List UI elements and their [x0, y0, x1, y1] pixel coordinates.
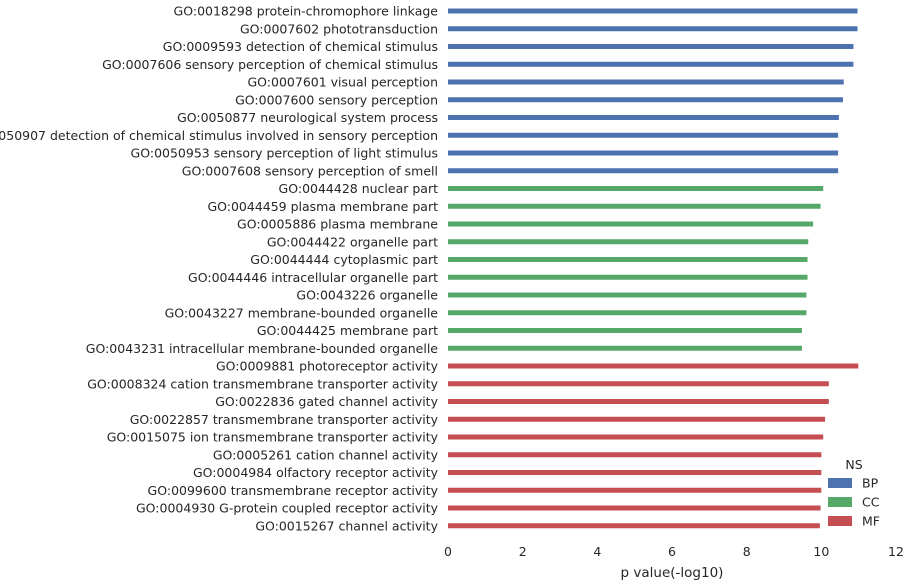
- category-label-22: GO:0008324 cation transmembrane transpor…: [87, 376, 438, 391]
- bar-9: [448, 150, 839, 156]
- bar-4: [448, 61, 854, 67]
- bar-12: [448, 203, 821, 209]
- category-label-4: GO:0007606 sensory perception of chemica…: [102, 57, 438, 72]
- bar-21: [448, 363, 859, 369]
- bar-1: [448, 8, 858, 14]
- x-tick-label-6: 6: [668, 544, 676, 559]
- bar-29: [448, 505, 821, 511]
- category-label-24: GO:0022857 transmembrane transporter act…: [130, 412, 439, 427]
- category-label-8: GO:0050907 detection of chemical stimulu…: [0, 128, 438, 143]
- category-label-3: GO:0009593 detection of chemical stimulu…: [163, 39, 438, 54]
- bar-19: [448, 328, 802, 333]
- legend-label-bp: BP: [862, 476, 879, 491]
- bar-14: [448, 239, 809, 245]
- legend-label-mf: MF: [862, 514, 880, 529]
- bar-26: [448, 452, 822, 458]
- category-label-26: GO:0005261 cation channel activity: [213, 447, 439, 462]
- legend-label-cc: CC: [862, 495, 880, 510]
- bar-13: [448, 221, 814, 227]
- bar-16: [448, 274, 808, 280]
- bar-30: [448, 523, 820, 529]
- bar-18: [448, 310, 807, 316]
- category-label-23: GO:0022836 gated channel activity: [215, 394, 438, 409]
- category-label-17: GO:0043226 organelle: [296, 288, 438, 303]
- bar-8: [448, 132, 839, 138]
- bar-28: [448, 487, 822, 493]
- category-label-6: GO:0007600 sensory perception: [235, 92, 438, 107]
- legend-swatch-cc: [828, 497, 852, 507]
- x-tick-label-4: 4: [593, 544, 601, 559]
- bar-24: [448, 416, 826, 422]
- bar-17: [448, 292, 807, 298]
- x-tick-label-2: 2: [519, 544, 527, 559]
- legend-title: NS: [845, 457, 862, 472]
- bar-10: [448, 168, 839, 174]
- category-label-12: GO:0044459 plasma membrane part: [207, 199, 438, 214]
- bar-15: [448, 257, 808, 262]
- category-label-9: GO:0050953 sensory perception of light s…: [131, 146, 438, 161]
- bar-2: [448, 26, 858, 32]
- category-label-14: GO:0044422 organelle part: [267, 234, 438, 249]
- bar-3: [448, 44, 854, 49]
- legend-entries: BP CC MF: [828, 476, 880, 529]
- category-label-19: GO:0044425 membrane part: [257, 323, 438, 338]
- category-label-30: GO:0015267 channel activity: [255, 518, 438, 533]
- category-label-20: GO:0043231 intracellular membrane-bounde…: [86, 341, 439, 356]
- x-axis-ticks: 0 2 4 6 8 10 12: [444, 544, 904, 559]
- category-label-5: GO:0007601 visual perception: [247, 75, 438, 90]
- bar-20: [448, 345, 802, 351]
- x-tick-label-0: 0: [444, 544, 452, 559]
- category-label-1: GO:0018298 protein-chromophore linkage: [174, 4, 439, 19]
- legend-swatch-bp: [828, 478, 852, 488]
- bar-5: [448, 79, 844, 85]
- category-label-7: GO:0050877 neurological system process: [177, 110, 438, 125]
- bar-27: [448, 470, 822, 475]
- bar-23: [448, 399, 829, 404]
- legend-swatch-mf: [828, 516, 852, 526]
- x-axis-label: p value(-log10): [621, 565, 724, 581]
- category-label-15: GO:0044444 cytoplasmic part: [250, 252, 438, 267]
- category-label-10: GO:0007608 sensory perception of smell: [182, 163, 438, 178]
- category-label-29: GO:0004930 G-protein coupled receptor ac…: [136, 501, 439, 516]
- bar-25: [448, 434, 824, 440]
- category-label-27: GO:0004984 olfactory receptor activity: [193, 465, 439, 480]
- category-label-2: GO:0007602 phototransduction: [240, 21, 438, 36]
- category-label-11: GO:0044428 nuclear part: [279, 181, 439, 196]
- category-label-16: GO:0044446 intracellular organelle part: [188, 270, 438, 285]
- category-label-18: GO:0043227 membrane-bounded organelle: [165, 305, 439, 320]
- bar-22: [448, 381, 829, 387]
- category-labels: GO:0018298 protein-chromophore linkage GO…: [0, 4, 439, 534]
- x-tick-label-10: 10: [813, 544, 829, 559]
- category-label-28: GO:0099600 transmembrane receptor activi…: [148, 483, 439, 498]
- bar-11: [448, 186, 824, 191]
- category-label-25: GO:0015075 ion transmembrane transporter…: [107, 430, 439, 445]
- category-label-21: GO:0009881 photoreceptor activity: [216, 359, 439, 374]
- bar-7: [448, 115, 839, 120]
- x-tick-label-12: 12: [888, 544, 904, 559]
- bars-group: [448, 8, 859, 529]
- bar-6: [448, 97, 843, 103]
- legend: NS BP CC MF: [828, 457, 880, 529]
- category-label-13: GO:0005886 plasma membrane: [237, 217, 438, 232]
- x-tick-label-8: 8: [743, 544, 751, 559]
